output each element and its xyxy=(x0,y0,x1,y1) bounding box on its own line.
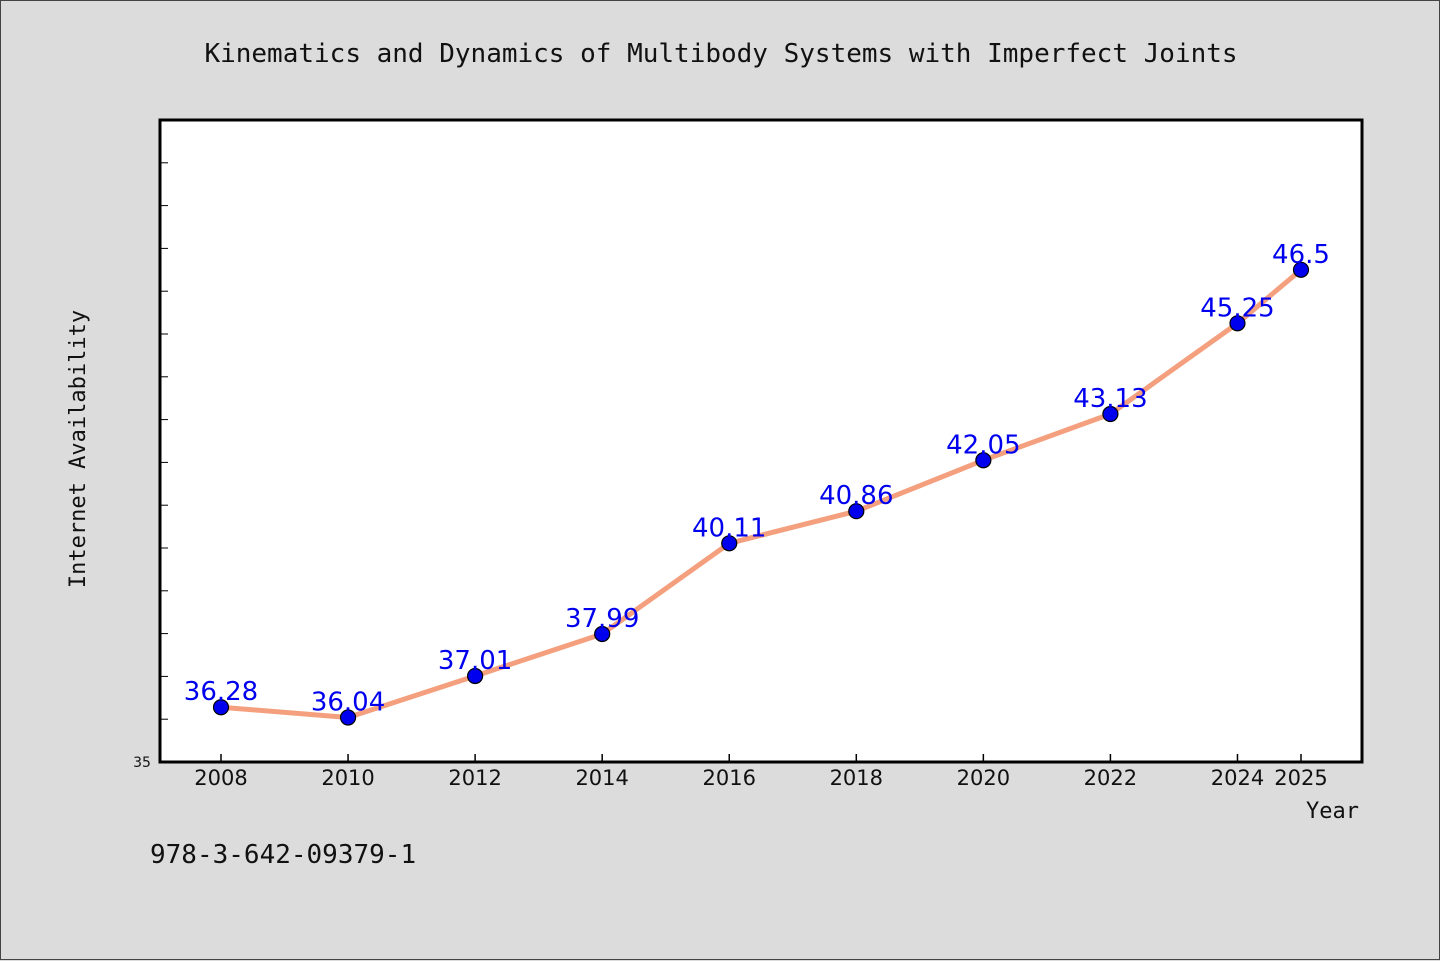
data-label: 46.5 xyxy=(1272,240,1330,270)
data-point xyxy=(848,503,865,520)
data-label: 43.13 xyxy=(1073,384,1147,414)
series-line xyxy=(218,267,1304,720)
data-label: 37.99 xyxy=(565,604,639,634)
x-tick-label: 2010 xyxy=(321,766,374,790)
data-label: 36.04 xyxy=(311,687,385,717)
data-point xyxy=(212,699,230,716)
data-label: 37.01 xyxy=(438,646,512,676)
x-tick-label: 2018 xyxy=(830,766,883,790)
data-point xyxy=(1229,315,1246,332)
y-tick-label-min: 35 xyxy=(133,755,151,771)
data-label: 36.28 xyxy=(184,677,258,707)
y-axis-label: Internet Availability xyxy=(66,310,91,588)
x-axis-ticks xyxy=(220,754,1302,762)
data-point xyxy=(594,625,611,643)
isbn-text: 978-3-642-09379-1 xyxy=(150,840,416,870)
chart-title: Kinematics and Dynamics of Multibody Sys… xyxy=(204,39,1237,69)
data-labels: 36.28 36.04 37.01 37.99 40.11 40.86 42.05 43.13… xyxy=(184,240,1330,718)
data-point xyxy=(339,709,357,726)
x-tick-label: 2022 xyxy=(1084,766,1137,790)
x-tick-label: 2012 xyxy=(448,766,501,790)
data-point xyxy=(975,452,992,469)
x-tick-labels: 2008 2010 2012 2014 2016 2018 2020 2022 2024 2025 xyxy=(194,766,1327,790)
y-axis-ticks xyxy=(161,162,168,720)
x-tick-label: 2008 xyxy=(194,766,247,790)
x-tick-label: 2024 xyxy=(1211,766,1264,790)
x-axis-label: Year xyxy=(1306,799,1359,824)
data-point xyxy=(467,667,484,685)
data-label: 42.05 xyxy=(946,430,1020,460)
data-point xyxy=(1292,261,1310,278)
data-label: 40.86 xyxy=(819,481,893,511)
plot-area xyxy=(158,118,1364,764)
data-point xyxy=(1102,405,1119,423)
data-point xyxy=(721,535,738,552)
data-label: 45.25 xyxy=(1200,293,1274,323)
x-tick-label: 2016 xyxy=(703,766,756,790)
x-tick-label: 2025 xyxy=(1274,766,1327,790)
data-label: 40.11 xyxy=(692,513,766,543)
x-tick-label: 2020 xyxy=(957,766,1010,790)
data-markers xyxy=(212,261,1310,726)
x-tick-label: 2014 xyxy=(575,766,628,790)
